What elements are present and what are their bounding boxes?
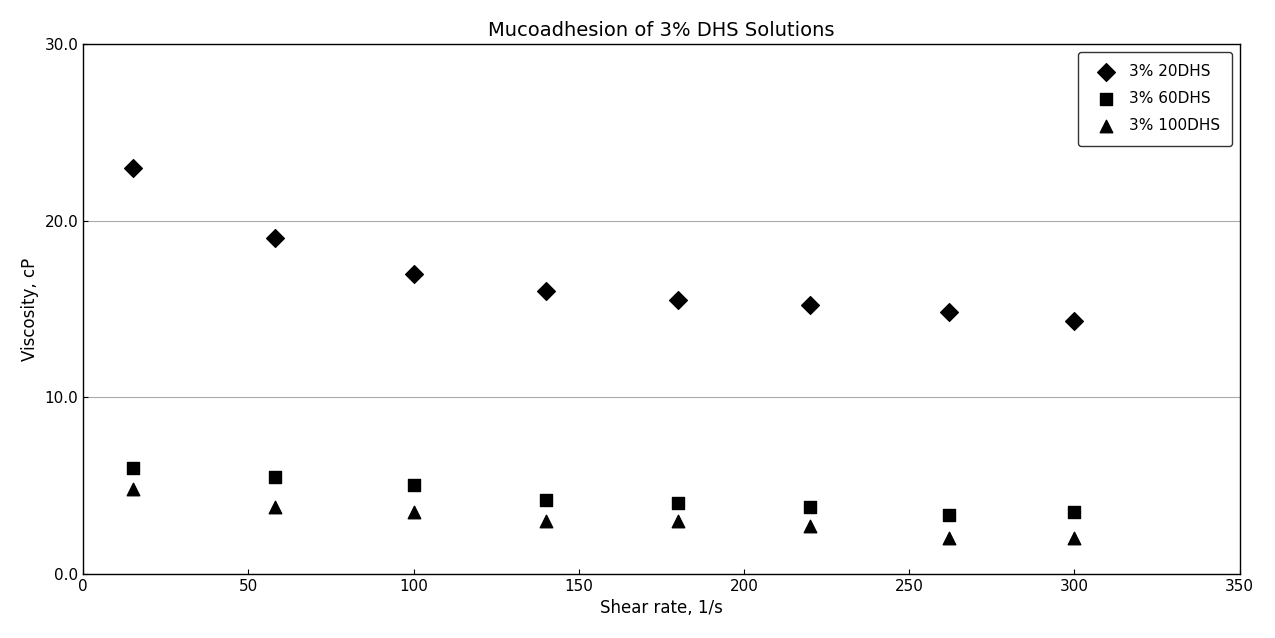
3% 20DHS xyxy=(403,269,423,279)
3% 100DHS xyxy=(265,501,286,512)
3% 60DHS xyxy=(403,480,423,491)
3% 100DHS xyxy=(536,516,556,526)
3% 60DHS xyxy=(799,501,820,512)
3% 20DHS xyxy=(668,295,688,305)
Y-axis label: Viscosity, cP: Viscosity, cP xyxy=(20,257,38,360)
3% 100DHS xyxy=(799,521,820,531)
3% 20DHS xyxy=(122,163,143,173)
3% 60DHS xyxy=(938,510,959,521)
3% 60DHS xyxy=(1065,507,1085,517)
3% 60DHS xyxy=(122,463,143,473)
3% 60DHS xyxy=(536,494,556,505)
3% 20DHS xyxy=(265,234,286,244)
Title: Mucoadhesion of 3% DHS Solutions: Mucoadhesion of 3% DHS Solutions xyxy=(488,21,835,40)
Legend: 3% 20DHS, 3% 60DHS, 3% 100DHS: 3% 20DHS, 3% 60DHS, 3% 100DHS xyxy=(1079,52,1232,145)
3% 60DHS xyxy=(668,498,688,508)
3% 100DHS xyxy=(122,484,143,494)
3% 20DHS xyxy=(799,300,820,311)
3% 100DHS xyxy=(403,507,423,517)
3% 20DHS xyxy=(1065,316,1085,327)
3% 20DHS xyxy=(938,308,959,318)
3% 60DHS xyxy=(265,471,286,482)
3% 100DHS xyxy=(668,516,688,526)
3% 100DHS xyxy=(1065,533,1085,544)
3% 100DHS xyxy=(938,533,959,544)
3% 20DHS xyxy=(536,286,556,297)
X-axis label: Shear rate, 1/s: Shear rate, 1/s xyxy=(601,599,723,617)
